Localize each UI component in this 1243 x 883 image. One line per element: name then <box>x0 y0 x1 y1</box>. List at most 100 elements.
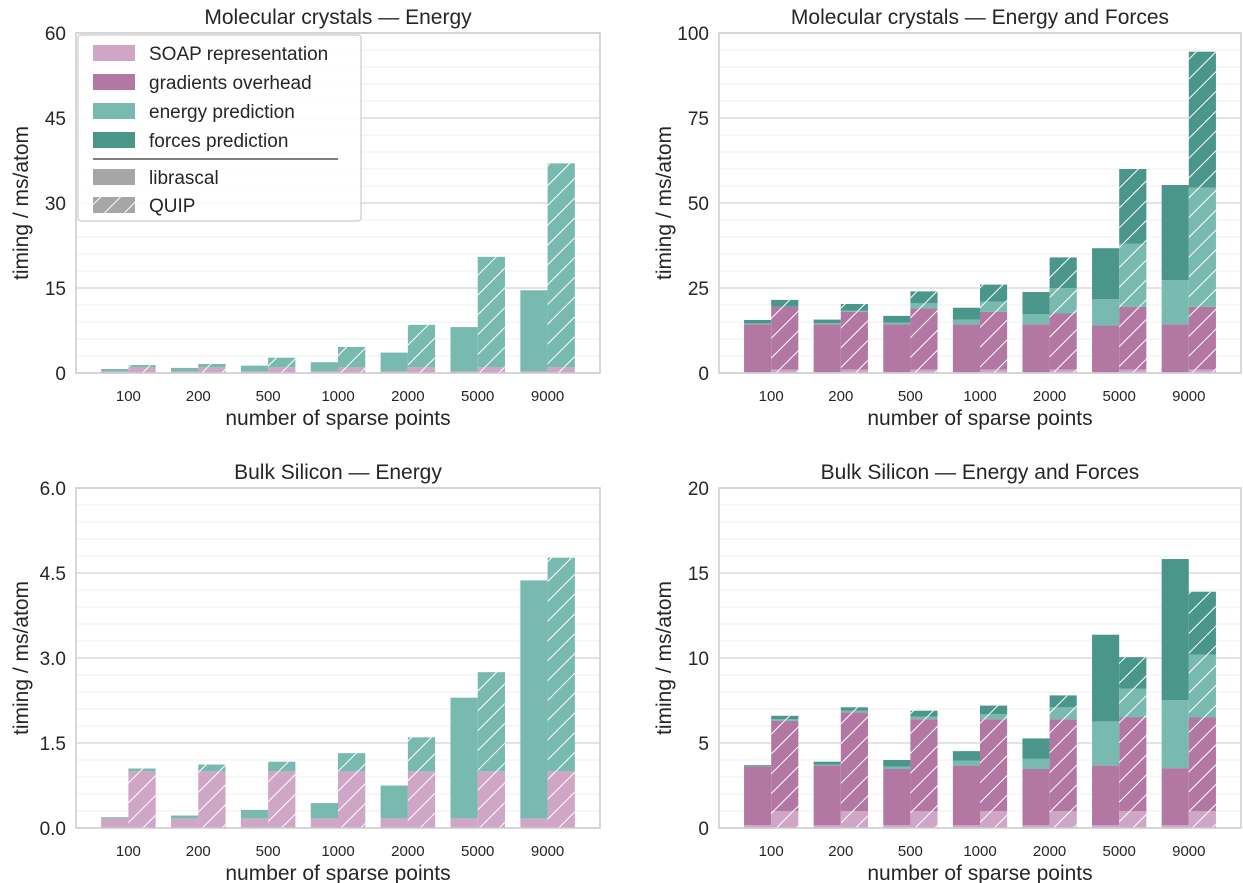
bar-librascal-gradients-overhead-100 <box>744 766 772 826</box>
x-axis-label: number of sparse points <box>867 407 1092 430</box>
bar-hatch-soap-representation-5000 <box>1119 811 1147 828</box>
bar-hatch-energy-prediction-9000 <box>547 163 575 368</box>
x-tick-label: 200 <box>186 843 211 860</box>
bar-hatch-soap-representation-200 <box>840 369 868 373</box>
bar-librascal-soap-representation-9000 <box>520 818 548 828</box>
bar-hatch-soap-representation-500 <box>268 771 296 828</box>
legend-label-energy-prediction: energy prediction <box>149 102 295 123</box>
bar-librascal-soap-representation-500 <box>240 371 269 373</box>
bar-hatch-gradients-overhead-500 <box>910 719 938 811</box>
bar-librascal-gradients-overhead-200 <box>813 324 841 372</box>
bar-hatch-forces-prediction-100 <box>771 299 799 307</box>
x-tick-label: 2000 <box>391 843 424 860</box>
y-tick-label: 1.5 <box>40 734 66 755</box>
x-axis-label: number of sparse points <box>867 862 1092 883</box>
x-tick-label: 5000 <box>1103 843 1136 860</box>
bar-hatch-energy-prediction-500 <box>268 761 296 772</box>
bar-librascal-energy-prediction-2000 <box>380 352 408 372</box>
bar-hatch-energy-prediction-5000 <box>477 256 505 368</box>
chart-title: Molecular crystals — Energy and Forces <box>791 6 1169 29</box>
y-tick-label: 4.5 <box>40 564 66 585</box>
bar-hatch-energy-prediction-9000 <box>1188 187 1216 307</box>
bar-librascal-soap-representation-100 <box>744 825 772 828</box>
bar-hatch-gradients-overhead-500 <box>910 308 938 370</box>
bar-librascal-energy-prediction-5000 <box>1092 299 1120 326</box>
bar-hatch-gradients-overhead-100 <box>771 720 799 811</box>
bar-librascal-soap-representation-2000 <box>1022 825 1050 828</box>
bar-hatch-energy-prediction-200 <box>198 363 226 368</box>
bar-hatch-soap-representation-9000 <box>1188 811 1216 828</box>
bar-hatch-energy-prediction-1000 <box>980 714 1008 720</box>
bar-librascal-soap-representation-1000 <box>310 371 338 373</box>
plot-frame <box>718 487 1242 829</box>
chart-title: Bulk Silicon — Energy and Forces <box>821 461 1140 484</box>
bar-hatch-energy-prediction-1000 <box>338 346 366 368</box>
bar-librascal-energy-prediction-9000 <box>1161 700 1189 769</box>
bar-hatch-soap-representation-100 <box>128 367 156 373</box>
legend-label-quip: QUIP <box>149 196 195 217</box>
bar-hatch-energy-prediction-5000 <box>1119 243 1147 307</box>
bar-hatch-soap-representation-100 <box>771 811 799 828</box>
y-axis-label: timing / ms/atom <box>10 581 33 735</box>
bar-hatch-soap-representation-1000 <box>980 811 1008 828</box>
bar-hatch-forces-prediction-5000 <box>1119 657 1147 689</box>
bar-hatch-gradients-overhead-1000 <box>980 311 1008 370</box>
x-tick-label: 5000 <box>461 388 494 405</box>
chart-title: Bulk Silicon — Energy <box>234 461 442 484</box>
bar-librascal-gradients-overhead-500 <box>883 324 911 372</box>
bar-hatch-gradients-overhead-5000 <box>1119 717 1147 811</box>
legend-swatch-forces-prediction <box>93 132 135 148</box>
bar-hatch-forces-prediction-200 <box>840 707 868 711</box>
bar-librascal-gradients-overhead-5000 <box>1092 325 1120 372</box>
bar-hatch-forces-prediction-9000 <box>1188 51 1216 188</box>
bar-hatch-gradients-overhead-5000 <box>1119 306 1147 370</box>
bar-librascal-forces-prediction-200 <box>813 761 841 765</box>
y-tick-label: 75 <box>688 109 709 130</box>
x-tick-label: 9000 <box>531 388 564 405</box>
bar-hatch-soap-representation-2000 <box>407 771 436 828</box>
bar-librascal-energy-prediction-1000 <box>952 319 980 325</box>
bar-librascal-soap-representation-1000 <box>310 818 338 828</box>
bar-hatch-energy-prediction-2000 <box>1049 707 1077 720</box>
x-tick-label: 500 <box>256 388 281 405</box>
legend-label-gradients-overhead: gradients overhead <box>149 73 312 94</box>
legend-swatch-hatch <box>93 197 135 213</box>
x-tick-label: 100 <box>759 388 784 405</box>
bar-hatch-energy-prediction-500 <box>910 303 938 309</box>
bar-hatch-forces-prediction-2000 <box>1049 695 1077 708</box>
bar-hatch-energy-prediction-200 <box>840 310 868 312</box>
y-tick-label: 0 <box>698 364 709 385</box>
bar-librascal-energy-prediction-1000 <box>310 803 338 819</box>
bar-hatch-energy-prediction-100 <box>771 719 799 721</box>
bar-librascal-forces-prediction-1000 <box>952 751 980 761</box>
bar-librascal-energy-prediction-9000 <box>1161 280 1189 325</box>
x-tick-label: 9000 <box>531 843 564 860</box>
bar-librascal-energy-prediction-5000 <box>1092 721 1120 766</box>
y-tick-label: 0 <box>698 819 709 840</box>
bar-hatch-energy-prediction-200 <box>198 764 226 772</box>
bar-hatch-energy-prediction-100 <box>128 768 156 772</box>
bar-hatch-energy-prediction-1000 <box>980 301 1008 312</box>
y-tick-label: 15 <box>45 279 66 300</box>
bar-hatch-energy-prediction-9000 <box>1188 654 1216 718</box>
bar-librascal-forces-prediction-500 <box>883 760 911 767</box>
x-tick-label: 100 <box>116 388 141 405</box>
bar-librascal-energy-prediction-100 <box>744 765 772 767</box>
bar-librascal-soap-representation-5000 <box>1092 825 1120 828</box>
bar-librascal-energy-prediction-1000 <box>310 362 338 372</box>
bar-hatch-soap-representation-500 <box>910 811 938 828</box>
x-tick-label: 500 <box>256 843 281 860</box>
bar-hatch-soap-representation-200 <box>198 367 226 373</box>
bar-librascal-energy-prediction-200 <box>813 323 841 325</box>
y-tick-label: 20 <box>688 479 709 500</box>
x-tick-label: 2000 <box>1033 843 1066 860</box>
bar-librascal-gradients-overhead-2000 <box>1022 324 1050 372</box>
bar-librascal-energy-prediction-200 <box>813 764 841 766</box>
bar-librascal-energy-prediction-500 <box>240 809 269 819</box>
bar-hatch-energy-prediction-5000 <box>477 672 505 772</box>
bar-hatch-energy-prediction-5000 <box>1119 688 1147 718</box>
bar-hatch-soap-representation-100 <box>128 771 156 828</box>
bar-hatch-soap-representation-5000 <box>1119 369 1147 373</box>
bar-librascal-forces-prediction-1000 <box>952 307 980 320</box>
